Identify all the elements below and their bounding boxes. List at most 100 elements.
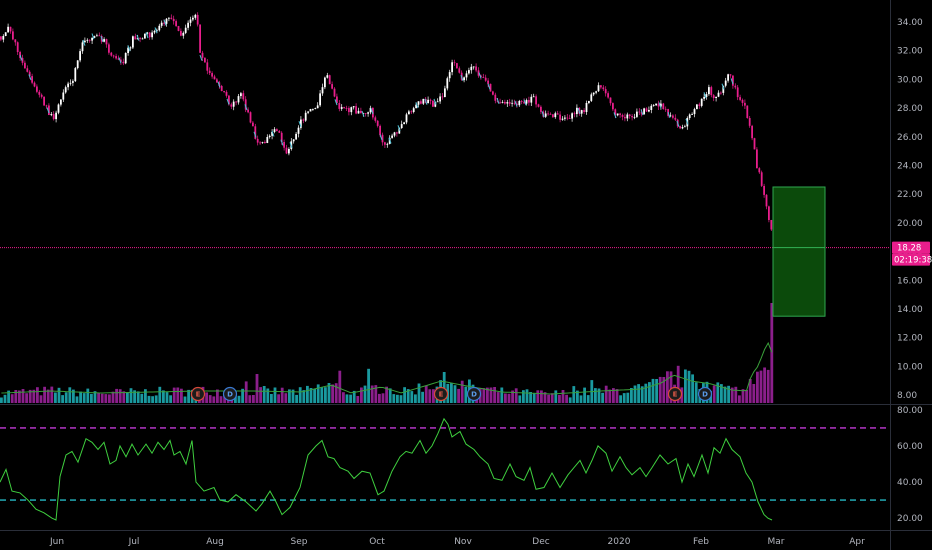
- volume-bar: [406, 389, 410, 403]
- rsi-tick-label: 80.00: [897, 406, 923, 416]
- volume-bar: [90, 393, 93, 403]
- candle-body: [525, 100, 528, 104]
- volume-bar: [172, 387, 176, 403]
- candle-body: [688, 114, 691, 118]
- candle-body: [196, 14, 199, 25]
- candle-body: [415, 104, 417, 109]
- time-tick-label: 2020: [608, 537, 631, 547]
- candle-body: [616, 113, 619, 116]
- candle-body: [770, 220, 773, 230]
- dividend-event-marker[interactable]: D: [466, 386, 482, 402]
- volume-bar: [684, 369, 687, 403]
- candle-body: [338, 103, 341, 109]
- candle-body: [758, 168, 761, 173]
- earnings-event-marker[interactable]: E: [433, 386, 449, 402]
- candle-body: [127, 47, 129, 53]
- long-position-target-zone[interactable]: [772, 186, 826, 249]
- price-pane[interactable]: [0, 12, 775, 249]
- candle-body: [220, 86, 223, 91]
- volume-bar: [511, 390, 514, 403]
- volume-bar: [327, 383, 331, 403]
- price-axis[interactable]: 34.00 32.00 30.00 28.00 26.00 24.00 22.00 20.00…: [897, 18, 923, 401]
- candle-body: [727, 74, 729, 81]
- candle-body: [436, 101, 439, 103]
- dividend-event-marker[interactable]: D: [222, 386, 238, 402]
- candle-body: [556, 113, 559, 115]
- volume-bar: [748, 379, 752, 403]
- dividend-event-marker[interactable]: D: [697, 386, 713, 402]
- volume-bar: [147, 395, 151, 403]
- volume-bar: [752, 384, 756, 403]
- candle-body: [340, 107, 343, 109]
- candle-body: [379, 125, 381, 135]
- ma-segment: [523, 99, 527, 106]
- candle-body: [168, 17, 170, 19]
- candle-body: [283, 142, 285, 148]
- long-position-stop-zone[interactable]: [772, 247, 826, 317]
- volume-bar: [622, 393, 626, 403]
- candle-body: [259, 142, 261, 144]
- candle-body: [43, 96, 45, 106]
- ma-segment: [667, 111, 671, 119]
- candle-body: [276, 129, 278, 131]
- time-axis[interactable]: Jun Jul Aug Sep Oct Nov Dec 2020 Feb Mar Apr: [49, 537, 865, 547]
- volume-bar: [367, 368, 370, 403]
- candle-body: [201, 52, 204, 58]
- candle-body: [374, 117, 377, 121]
- candle-body: [489, 83, 492, 92]
- candle-body: [345, 108, 348, 109]
- volume-bar: [424, 385, 428, 403]
- candle-body: [398, 128, 401, 134]
- volume-bar: [583, 387, 586, 403]
- rsi-pane[interactable]: [0, 417, 890, 521]
- ma-segment: [433, 98, 437, 105]
- candle-body: [741, 99, 744, 103]
- candle-body: [626, 114, 629, 119]
- ma-segment: [28, 74, 32, 81]
- volume-bar: [568, 397, 572, 403]
- candle-body: [568, 118, 571, 119]
- volume-bar: [518, 395, 522, 403]
- candle-body: [343, 107, 345, 108]
- volume-bar: [727, 385, 730, 403]
- ma-segment: [640, 109, 644, 116]
- candle-body: [309, 109, 312, 112]
- candle-body: [444, 88, 446, 97]
- candle-body: [292, 139, 295, 142]
- volume-bar: [720, 384, 723, 403]
- candle-body: [324, 77, 326, 88]
- candle-body: [72, 81, 74, 83]
- volume-bar: [118, 389, 122, 403]
- price-tick-label: 8.00: [897, 391, 917, 401]
- volume-bar: [129, 388, 133, 403]
- volume-bar: [759, 370, 763, 403]
- price-tick-label: 10.00: [897, 362, 923, 372]
- candle-body: [710, 87, 713, 96]
- rsi-axis[interactable]: 80.00 60.00 40.00 20.00: [897, 406, 923, 524]
- candle-body: [194, 14, 197, 18]
- candle-body: [348, 108, 350, 113]
- volume-bar: [104, 394, 108, 403]
- earnings-event-marker[interactable]: E: [190, 386, 206, 402]
- candle-body: [535, 96, 537, 105]
- candle-body: [96, 35, 98, 37]
- volume-bar: [334, 383, 338, 403]
- ma-segment: [289, 142, 293, 149]
- candle-body: [700, 98, 703, 106]
- volume-bar: [356, 396, 360, 403]
- volume-bar: [108, 394, 111, 403]
- candle-body: [31, 76, 33, 83]
- rsi-line: [0, 417, 773, 521]
- candle-body: [4, 32, 7, 36]
- candle-body: [364, 113, 367, 114]
- volume-bar: [536, 390, 540, 403]
- volume-bar: [687, 370, 691, 403]
- earnings-event-marker[interactable]: E: [667, 386, 683, 402]
- candle-body: [547, 113, 549, 115]
- volume-bar: [126, 392, 129, 403]
- ma-segment: [163, 19, 167, 26]
- ma-segment: [658, 102, 662, 109]
- candle-body: [153, 31, 156, 33]
